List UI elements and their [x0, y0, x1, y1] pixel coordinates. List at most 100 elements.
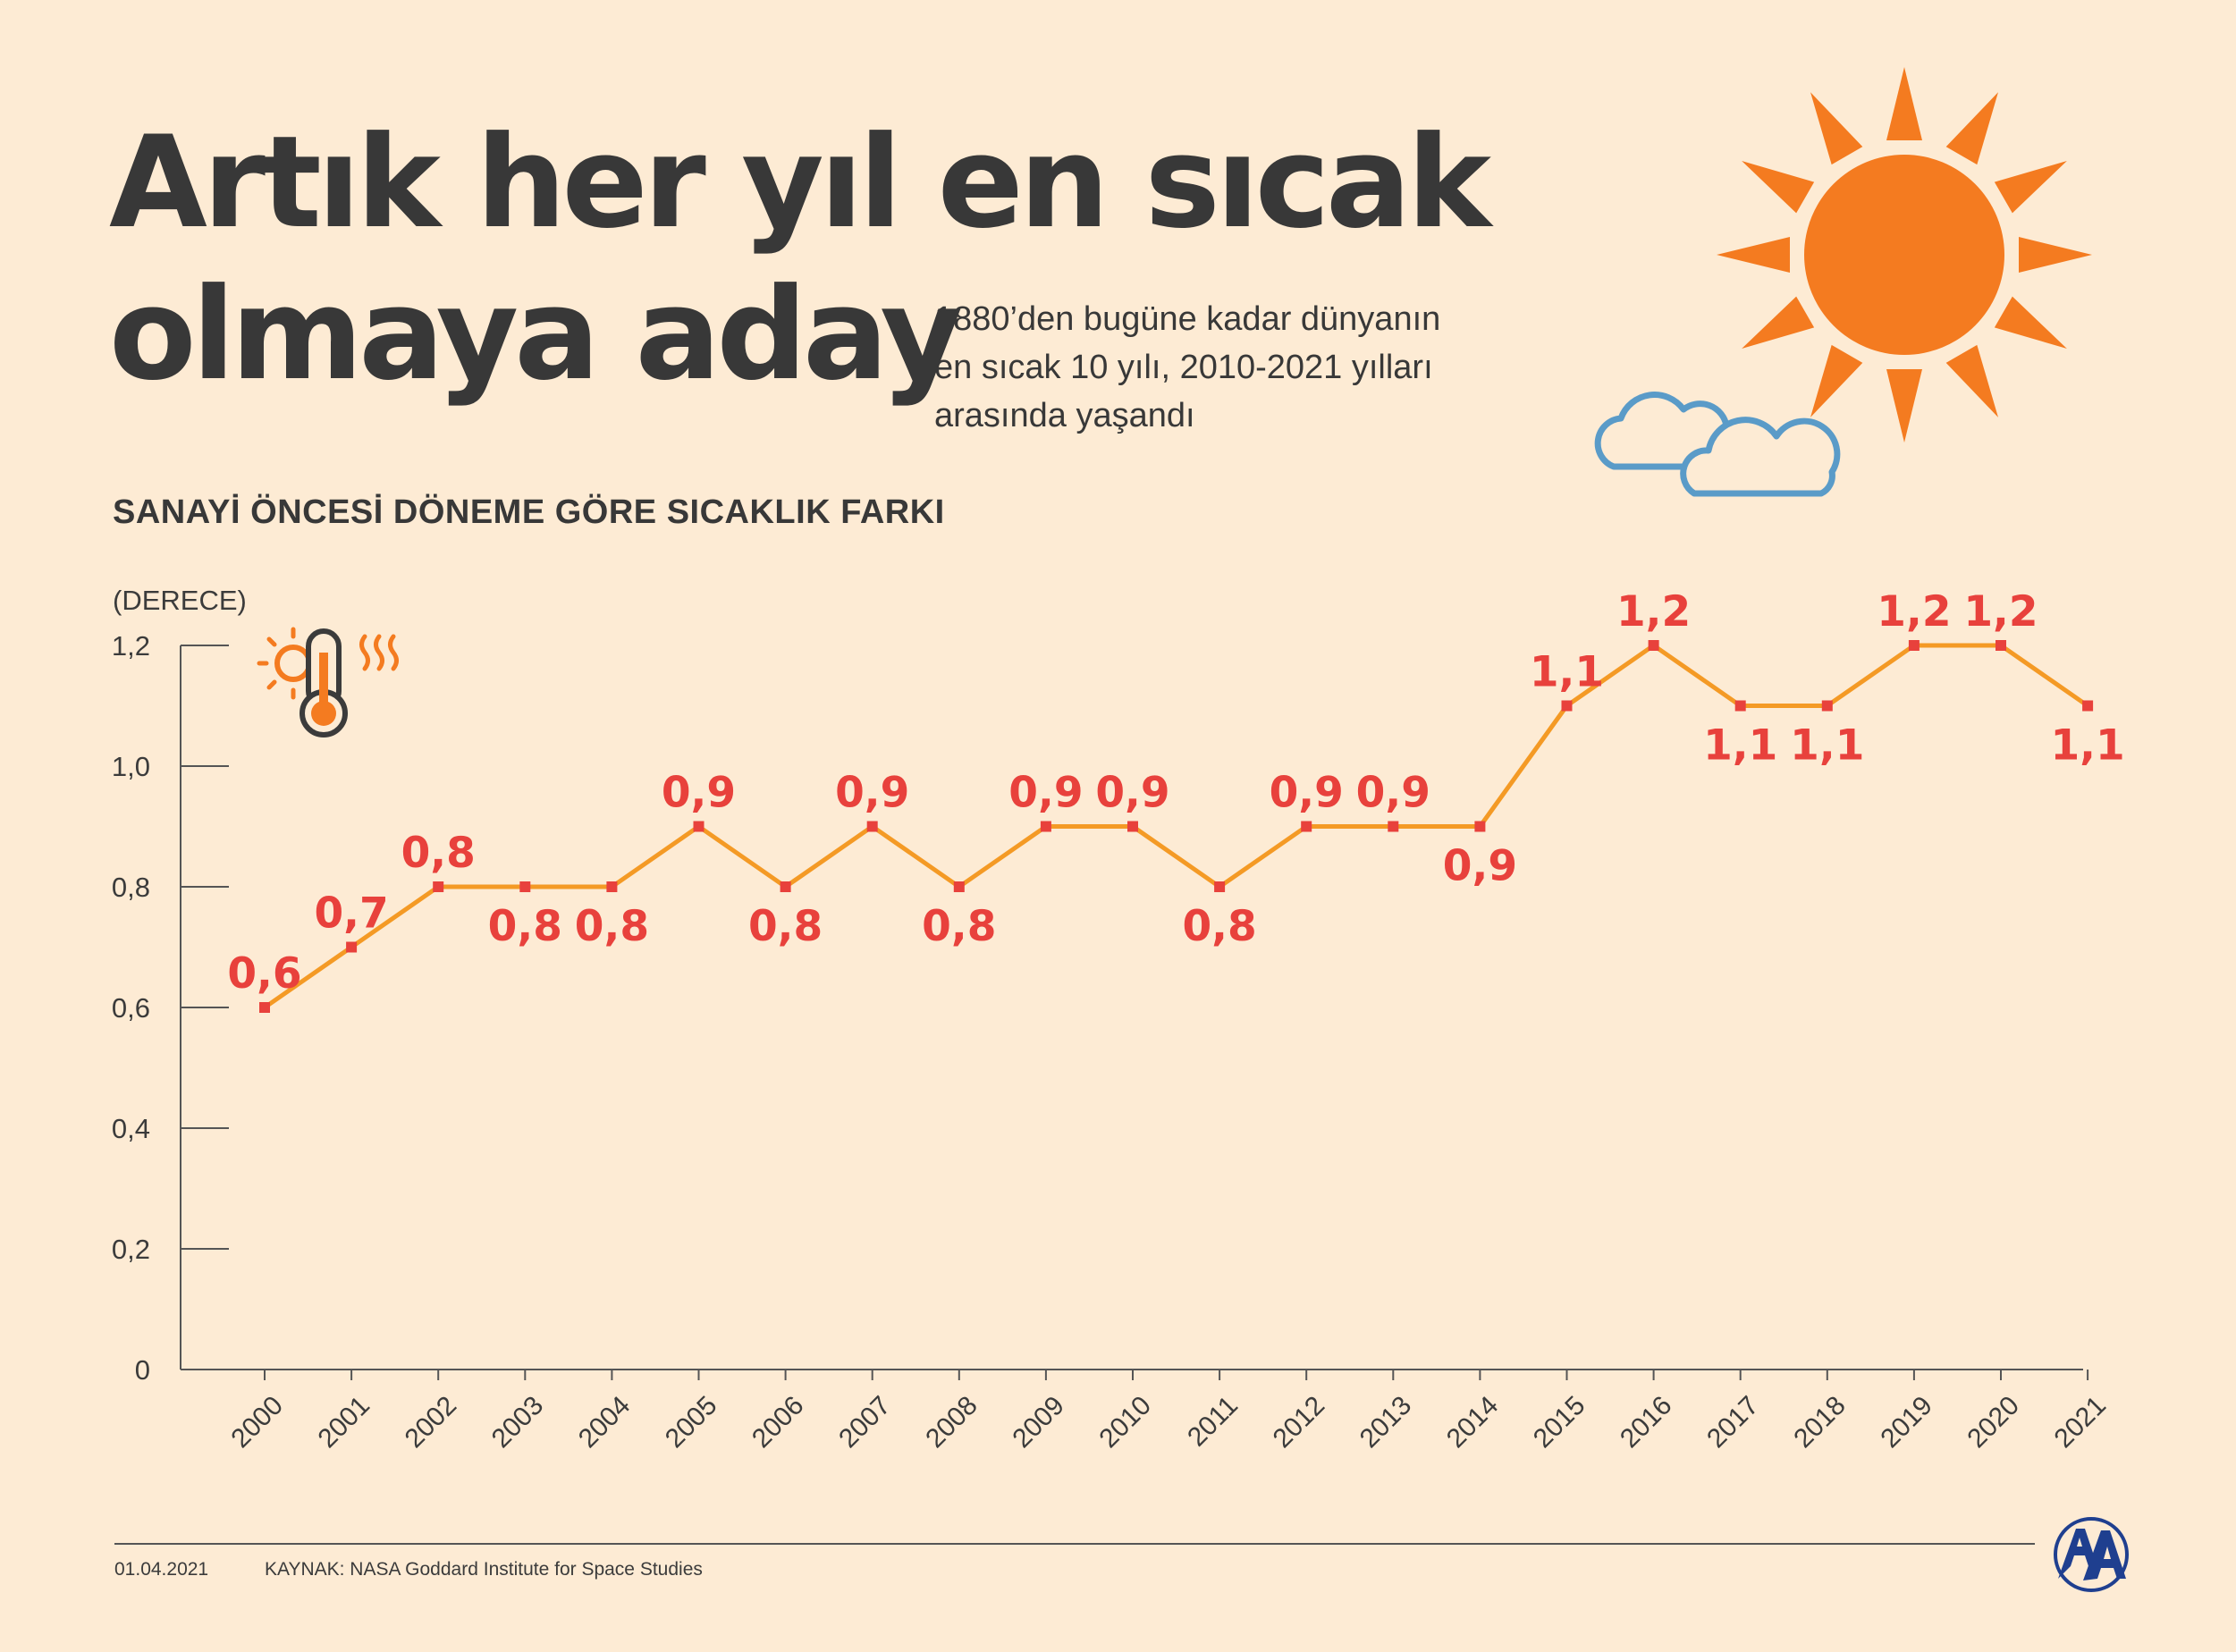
sun-ray	[1742, 296, 1815, 349]
footer-divider	[114, 1543, 2035, 1545]
x-tick-label: 2016	[1615, 1391, 1678, 1454]
page-title: Artık her yıl en sıcak olmaya aday	[109, 107, 1491, 411]
x-tick-label: 2008	[920, 1391, 983, 1454]
x-tick-label: 2015	[1528, 1391, 1591, 1454]
sun-icon	[1717, 67, 2092, 442]
data-label: 0,8	[575, 902, 649, 951]
x-tick-label: 2005	[660, 1391, 723, 1454]
x-tick-label: 2006	[747, 1391, 810, 1454]
data-point	[1908, 640, 1920, 651]
data-point	[1561, 700, 1573, 712]
data-point	[346, 941, 358, 953]
data-label: 0,8	[401, 829, 476, 878]
clouds-icon	[1594, 392, 1841, 497]
x-tick-label: 2021	[2049, 1391, 2113, 1454]
x-tick-label: 2007	[833, 1391, 897, 1454]
x-tick-label: 2010	[1093, 1391, 1157, 1454]
x-tick-label: 2017	[1701, 1391, 1765, 1454]
x-tick-label: 2014	[1441, 1391, 1505, 1454]
y-axis-label: (DERECE)	[113, 585, 247, 616]
data-point	[1301, 821, 1312, 832]
data-point	[1214, 881, 1226, 892]
data-label: 0,9	[1443, 842, 1517, 891]
sun-ray	[1945, 344, 1998, 417]
y-tick-label: 0	[135, 1354, 150, 1386]
data-point	[1821, 700, 1833, 712]
data-label: 1,1	[2050, 721, 2124, 771]
y-tick-label: 1,2	[112, 630, 150, 662]
subtitle-line-1: 1880’den bugüne kadar dünyanın	[934, 300, 1441, 338]
chart-section-title: SANAYİ ÖNCESİ DÖNEME GÖRE SICAKLIK FARKI	[113, 493, 945, 531]
footer-source: KAYNAK: NASA Goddard Institute for Space…	[265, 1559, 703, 1580]
sun-ray	[1886, 67, 1922, 140]
data-label: 1,1	[1790, 721, 1864, 771]
x-tick-label: 2013	[1354, 1391, 1418, 1454]
data-point	[1648, 640, 1659, 651]
y-tick-label: 0,4	[112, 1113, 150, 1144]
data-label: 0,9	[1356, 769, 1430, 818]
data-label: 0,8	[488, 902, 562, 951]
data-label: 0,7	[314, 889, 388, 939]
data-point	[1040, 821, 1051, 832]
footer-date: 01.04.2021	[114, 1559, 209, 1580]
data-point	[259, 1002, 270, 1013]
data-point	[1474, 821, 1486, 832]
data-label: 0,8	[922, 902, 996, 951]
title-line-2: olmaya aday	[109, 261, 963, 409]
sun-ray	[1717, 237, 1790, 273]
data-point	[433, 881, 444, 892]
data-label: 1,2	[1616, 587, 1691, 636]
sun-ray	[1945, 92, 1998, 165]
data-point	[519, 881, 531, 892]
data-label: 0,9	[1008, 769, 1083, 818]
data-label: 0,8	[1182, 902, 1256, 951]
data-point	[866, 821, 878, 832]
x-tick-label: 2020	[1962, 1391, 2025, 1454]
title-line-1: Artık her yıl en sıcak	[109, 109, 1491, 257]
x-tick-label: 2002	[400, 1391, 463, 1454]
subtitle: 1880’den bugüne kadar dünyanın en sıcak …	[934, 295, 1578, 440]
data-label: 0,9	[835, 769, 909, 818]
data-point	[1996, 640, 2006, 651]
y-tick-label: 1,0	[112, 751, 150, 782]
sun-ray	[1810, 344, 1863, 417]
data-point	[606, 881, 618, 892]
y-tick-label: 0,8	[112, 872, 150, 903]
subtitle-line-3: arasında yaşandı	[934, 397, 1195, 434]
x-tick-label: 2018	[1788, 1391, 1852, 1454]
y-tick-label: 0,2	[112, 1234, 150, 1265]
series-line	[263, 643, 2089, 1010]
data-point	[1734, 700, 1746, 712]
x-tick-label: 2004	[573, 1391, 637, 1454]
data-point	[1127, 821, 1138, 832]
subtitle-line-2: en sıcak 10 yılı, 2010-2021 yılları	[934, 349, 1433, 386]
data-point	[2082, 700, 2094, 712]
data-label: 1,1	[1703, 721, 1777, 771]
data-label: 0,6	[227, 949, 301, 999]
sun-ray	[1810, 92, 1863, 165]
data-label: 0,8	[748, 902, 823, 951]
sun-ray	[2019, 237, 2092, 273]
sun-ray	[1742, 161, 1815, 214]
data-label: 1,2	[1963, 587, 2038, 636]
thermometer-icon	[257, 627, 399, 738]
data-point	[1388, 821, 1399, 832]
data-label: 1,1	[1530, 648, 1604, 697]
x-tick-label: 2011	[1182, 1391, 1244, 1453]
aa-logo	[2054, 1517, 2129, 1592]
data-label: 0,9	[662, 769, 736, 818]
x-tick-label: 2000	[225, 1391, 289, 1454]
x-tick-label: 2003	[486, 1391, 550, 1454]
y-tick-label: 0,6	[112, 992, 150, 1024]
data-label: 0,9	[1270, 769, 1344, 818]
sun-ray	[1994, 161, 2067, 214]
sun-ray	[1886, 369, 1922, 442]
sun-ray	[1994, 296, 2067, 349]
x-tick-label: 2001	[313, 1391, 376, 1454]
x-tick-label: 2012	[1268, 1391, 1331, 1454]
data-point	[693, 821, 705, 832]
data-point	[953, 881, 965, 892]
data-label: 0,9	[1095, 769, 1169, 818]
x-tick-label: 2009	[1007, 1391, 1070, 1454]
